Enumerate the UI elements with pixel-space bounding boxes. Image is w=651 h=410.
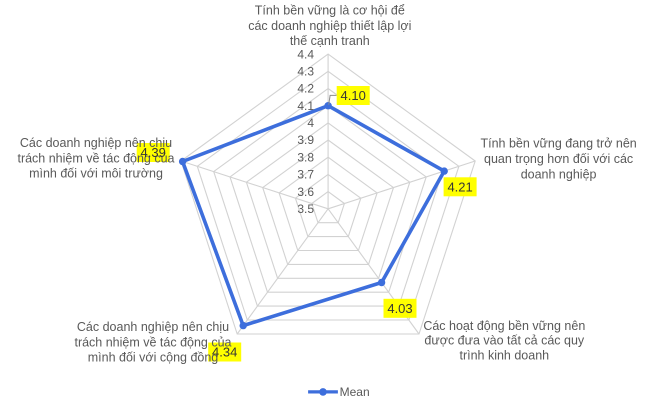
- svg-text:trách nhiệm về tác động của: trách nhiệm về tác động của: [74, 335, 231, 349]
- svg-text:4.10: 4.10: [341, 88, 366, 103]
- svg-text:4.1: 4.1: [297, 99, 314, 113]
- svg-text:doanh nghiệp: doanh nghiệp: [521, 168, 597, 182]
- svg-text:Mean: Mean: [340, 385, 370, 399]
- svg-text:4.2: 4.2: [297, 82, 314, 96]
- svg-text:3.7: 3.7: [297, 168, 314, 182]
- svg-text:được đưa vào tất cả các quy: được đưa vào tất cả các quy: [424, 334, 584, 348]
- svg-text:mình đối với môi trường: mình đối với môi trường: [29, 167, 163, 181]
- svg-text:3.9: 3.9: [297, 133, 314, 147]
- svg-text:3.5: 3.5: [297, 202, 314, 216]
- svg-text:thế cạnh tranh: thế cạnh tranh: [290, 34, 370, 48]
- svg-text:trách nhiệm về tác động của: trách nhiệm về tác động của: [17, 151, 174, 165]
- svg-text:4.21: 4.21: [447, 180, 472, 195]
- svg-text:4: 4: [307, 116, 314, 130]
- svg-text:quan trọng hơn đối với các: quan trọng hơn đối với các: [484, 152, 633, 166]
- svg-text:4.3: 4.3: [297, 65, 314, 79]
- svg-text:Tính bền vững đang trở nên: Tính bền vững đang trở nên: [480, 137, 636, 151]
- svg-text:các doanh nghiệp thiết lập lợi: các doanh nghiệp thiết lập lợi: [248, 19, 411, 33]
- svg-text:mình đối với cộng đồng: mình đối với cộng đồng: [88, 351, 219, 365]
- svg-text:Các doanh nghiệp nên chịu: Các doanh nghiệp nên chịu: [20, 136, 172, 150]
- svg-text:Các doanh nghiệp nên chịu: Các doanh nghiệp nên chịu: [77, 320, 229, 334]
- svg-text:3.6: 3.6: [297, 185, 314, 199]
- svg-text:Các hoạt động bền vững nên: Các hoạt động bền vững nên: [423, 319, 585, 333]
- svg-text:4.39: 4.39: [141, 145, 166, 160]
- svg-text:3.8: 3.8: [297, 150, 314, 164]
- svg-text:Tính bền vững là cơ hội để: Tính bền vững là cơ hội để: [255, 3, 405, 17]
- svg-text:4.03: 4.03: [387, 301, 412, 316]
- svg-text:trình kinh doanh: trình kinh doanh: [459, 348, 549, 362]
- svg-text:4.34: 4.34: [212, 345, 237, 360]
- svg-text:4.4: 4.4: [297, 47, 314, 61]
